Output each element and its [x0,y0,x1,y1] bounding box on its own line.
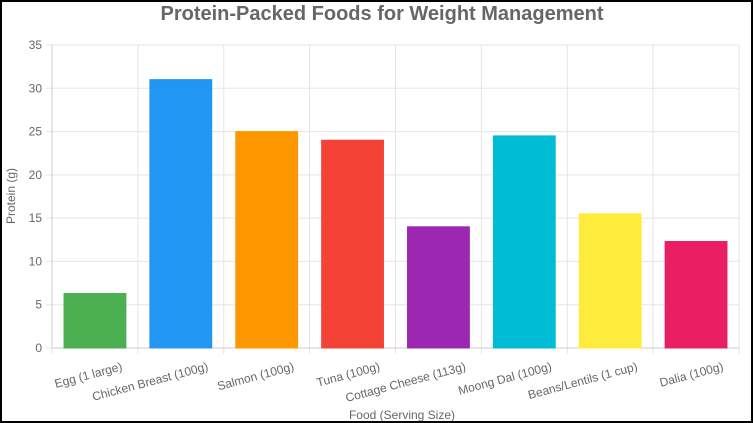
x-axis-ticks: Egg (1 large)Chicken Breast (100g) Salmon… [53,359,725,405]
y-axis-title: Protein (g) [4,168,18,224]
x-axis-title: Food (Serving Size) [349,408,455,421]
x-tick-label: Dalia (100g) [658,359,725,389]
bars [63,79,728,349]
bar [63,292,127,349]
bar [578,213,642,349]
y-tick-label: 35 [29,38,43,52]
y-tick-label: 25 [29,125,43,139]
y-tick-label: 0 [35,341,42,355]
bar [407,226,470,349]
bar [149,79,213,349]
y-tick-label: 10 [29,254,43,268]
y-tick-label: 15 [29,211,43,225]
y-tick-label: 30 [29,81,43,95]
bar [235,131,299,349]
y-tick-label: 5 [35,298,42,312]
chart-title: Protein-Packed Foods for Weight Manageme… [160,3,603,25]
bar [492,135,556,349]
bar [664,241,728,349]
x-tick-label: Salmon (100g) [216,359,296,393]
y-tick-label: 20 [29,168,43,182]
bar [321,139,384,349]
y-axis-ticks: 0 5 10 15 20 25 30 35 [29,38,43,355]
